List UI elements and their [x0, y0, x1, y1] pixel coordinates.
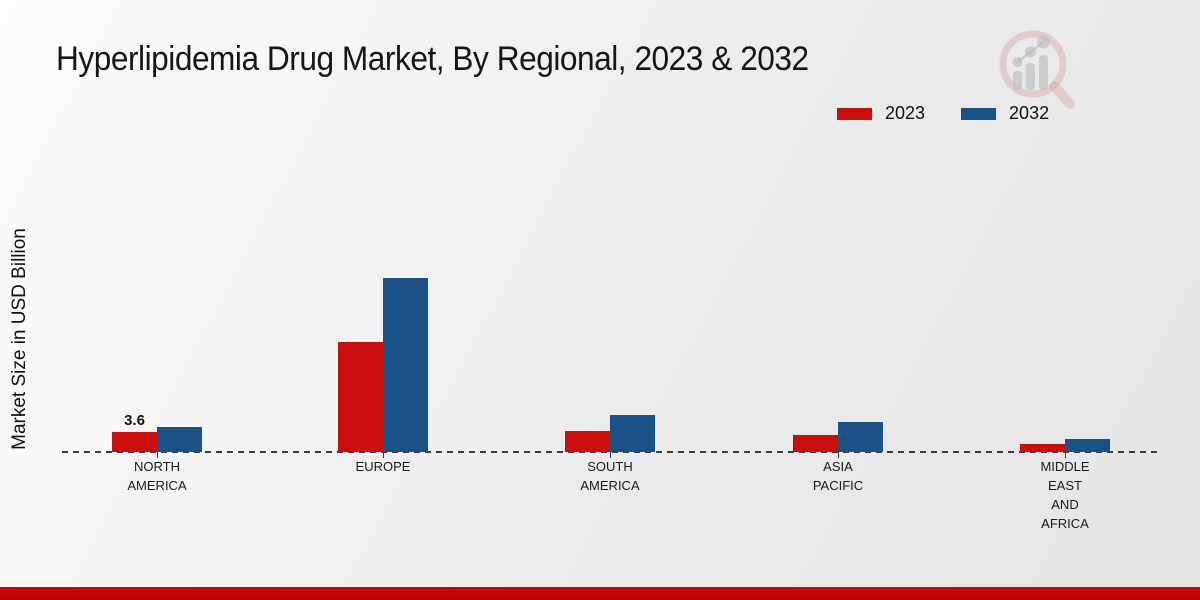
legend-swatch-2032	[961, 107, 997, 120]
x-axis-baseline	[62, 451, 1160, 453]
category-label-south-america: SOUTH AMERICA	[580, 459, 640, 493]
legend-item-2023: 2023	[837, 103, 925, 124]
bar-2032-south-america	[610, 415, 655, 452]
category-label-asia-pacific: ASIA PACIFIC	[812, 459, 864, 493]
legend-label-2032: 2032	[1009, 103, 1050, 123]
bar-2032-europe	[383, 278, 428, 452]
legend-label-2023: 2023	[885, 103, 926, 123]
footer-accent-strip	[0, 587, 1200, 600]
category-label-europe: EUROPE	[355, 459, 411, 474]
legend-item-2032: 2032	[961, 103, 1049, 124]
data-label-2023-north-america: 3.6	[124, 412, 145, 429]
legend-swatch-2023	[837, 107, 872, 120]
magnifier-ring-icon	[999, 30, 1067, 98]
axis-tick-europe	[383, 452, 384, 458]
bar-2032-asia-pacific	[838, 422, 883, 452]
bar-2023-europe	[338, 342, 383, 452]
category-label-middle-east-and-africa: MIDDLE EAST AND AFRICA	[1040, 459, 1090, 531]
axis-tick-north-america	[157, 452, 158, 458]
bar-2023-middle-east-and-africa	[1020, 444, 1065, 452]
brand-watermark-logo	[999, 30, 1075, 109]
axis-tick-south-america	[610, 452, 611, 458]
bar-2032-north-america	[157, 427, 202, 452]
chart-legend: 2023 2032	[837, 103, 1049, 124]
chart-title: Hyperlipidemia Drug Market, By Regional,…	[56, 40, 809, 78]
bar-2023-south-america	[565, 431, 610, 452]
bar-2032-middle-east-and-africa	[1065, 439, 1110, 452]
magnifier-handle-icon	[1049, 81, 1075, 109]
category-label-north-america: NORTH AMERICA	[127, 459, 187, 493]
y-axis-label: Market Size in USD Billion	[9, 228, 30, 450]
bar-2023-north-america	[112, 432, 157, 452]
axis-tick-asia-pacific	[838, 452, 839, 458]
axis-tick-middle-east-and-africa	[1065, 452, 1066, 458]
mini-bar-chart-icon	[1012, 35, 1050, 90]
bar-2023-asia-pacific	[793, 435, 838, 452]
